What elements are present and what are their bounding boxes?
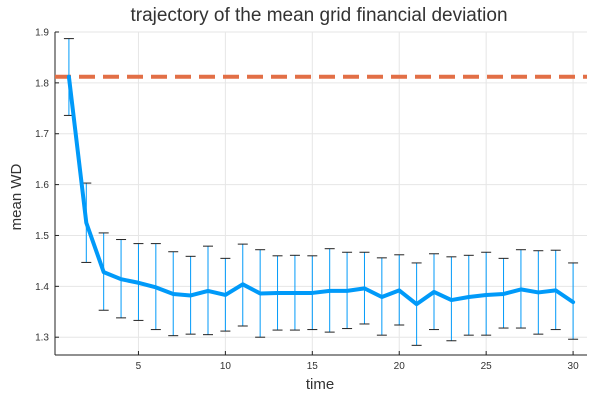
x-axis-label: time — [306, 376, 334, 393]
chart-title: trajectory of the mean grid financial de… — [130, 5, 507, 26]
grid-lines — [55, 31, 587, 355]
series-line — [66, 74, 576, 307]
y-axis-label: mean WD — [8, 163, 25, 230]
y-tick-label: 1.5 — [35, 231, 49, 242]
x-tick-label: 10 — [220, 361, 232, 372]
x-tick-label: 25 — [481, 361, 493, 372]
y-tick-label: 1.6 — [35, 180, 49, 191]
y-tick-label: 1.9 — [35, 28, 49, 39]
y-tick-label: 1.4 — [35, 282, 49, 293]
x-tick-label: 5 — [136, 361, 142, 372]
error-bars — [63, 38, 579, 346]
axes — [54, 31, 587, 356]
y-tick-label: 1.7 — [35, 129, 49, 140]
y-tick-label: 1.3 — [35, 333, 49, 344]
y-tick-label: 1.8 — [35, 78, 49, 89]
x-tick-label: 30 — [568, 361, 580, 372]
x-tick-label: 20 — [394, 361, 406, 372]
tick-labels: 5 10 15 20 25 30 1.3 1.4 1.5 1.6 1.7 1.8 1.9 — [35, 28, 579, 373]
x-tick-label: 15 — [307, 361, 319, 372]
series-line-layer — [66, 74, 576, 307]
